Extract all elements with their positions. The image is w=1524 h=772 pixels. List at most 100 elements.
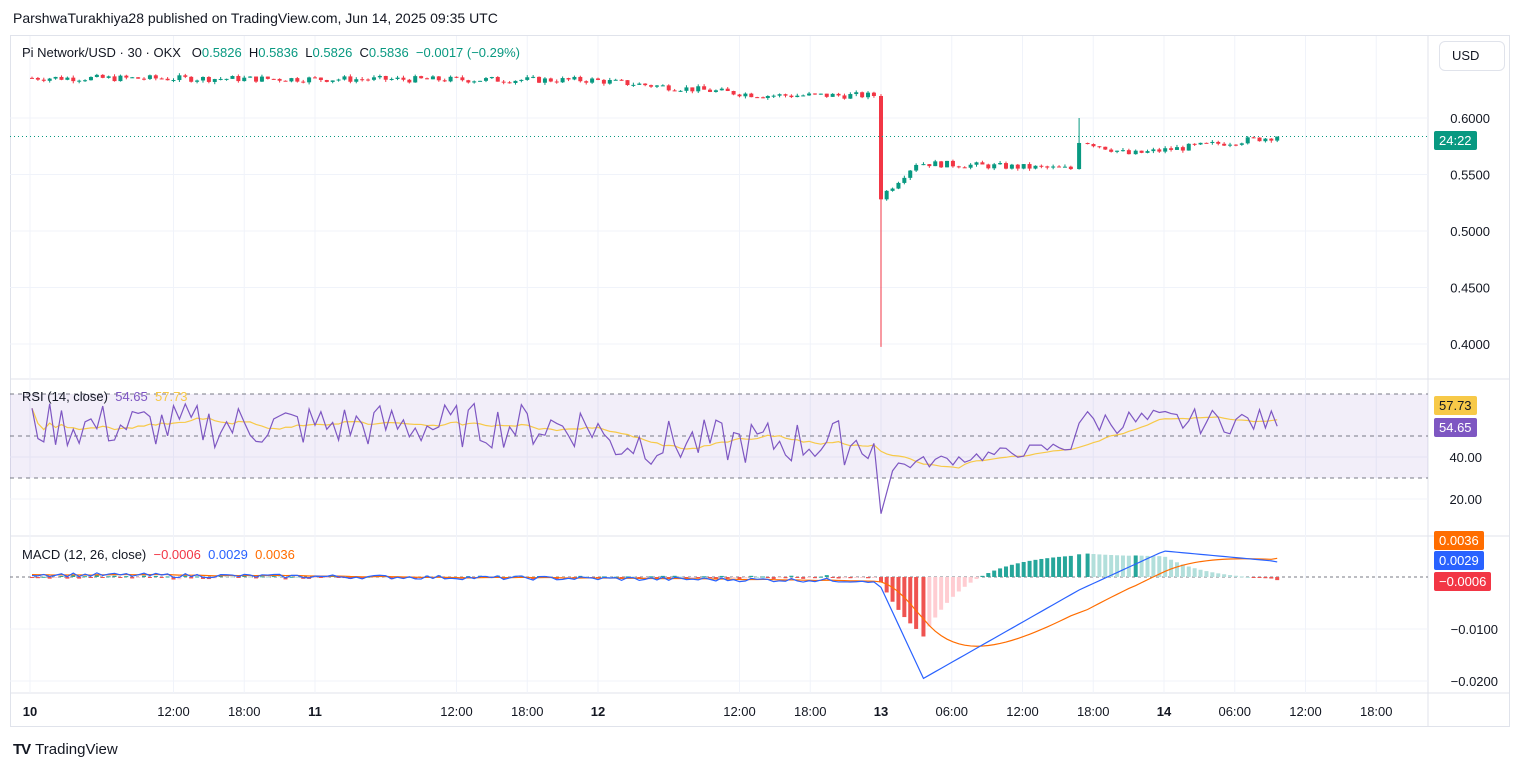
macd-histogram-bar bbox=[112, 575, 117, 577]
candle-body bbox=[1257, 137, 1262, 142]
macd-histogram-bar bbox=[660, 575, 665, 577]
candle-body bbox=[1115, 150, 1120, 152]
macd-histogram-bar bbox=[195, 576, 200, 578]
macd-histogram-bar bbox=[41, 576, 46, 578]
candle-body bbox=[130, 77, 135, 79]
candle-body bbox=[65, 77, 70, 80]
candle-body bbox=[631, 84, 636, 86]
macd-histogram-bar bbox=[866, 577, 871, 579]
high-label: H bbox=[248, 45, 259, 60]
macd-histogram-bar bbox=[401, 577, 406, 579]
macd-histogram-bar bbox=[77, 577, 82, 579]
macd-histogram-bar bbox=[986, 573, 991, 577]
x-tick-label: 11 bbox=[308, 704, 322, 719]
rsi-title[interactable]: RSI (14, close) bbox=[22, 389, 108, 404]
macd-histogram-bar bbox=[824, 575, 829, 577]
macd-histogram-bar bbox=[59, 575, 64, 577]
candle-body bbox=[236, 76, 241, 82]
candle-body bbox=[1263, 138, 1268, 142]
candle-body bbox=[1009, 164, 1014, 169]
candle-body bbox=[743, 93, 748, 97]
x-tick-label: 12:00 bbox=[157, 704, 190, 719]
macd-histogram-bar bbox=[1027, 560, 1032, 577]
macd-histogram-bar bbox=[1174, 562, 1179, 577]
candle-body bbox=[871, 92, 876, 96]
macd-histogram-bar bbox=[743, 577, 748, 579]
candle-body bbox=[1222, 143, 1227, 146]
macd-histogram-bar bbox=[1015, 563, 1020, 577]
macd-histogram-bar bbox=[389, 577, 394, 580]
rsi-legend: RSI (14, close) 54.65 57.73 bbox=[22, 389, 188, 404]
candle-body bbox=[53, 76, 58, 79]
macd-histogram-bar bbox=[755, 576, 760, 578]
macd-histogram-bar bbox=[1222, 574, 1227, 577]
macd-histogram-bar bbox=[130, 577, 135, 579]
symbol-label[interactable]: Pi Network/USD · 30 · OKX bbox=[22, 45, 181, 60]
candle-body bbox=[430, 76, 435, 80]
chart-frame bbox=[10, 35, 1510, 727]
candle-body bbox=[749, 93, 754, 98]
rsi-ma-badge: 57.73 bbox=[1434, 396, 1477, 415]
candle-body bbox=[242, 77, 247, 82]
candle-body bbox=[478, 80, 483, 82]
candle-body bbox=[1269, 138, 1274, 141]
candle-body bbox=[318, 77, 323, 81]
macd-histogram-bar bbox=[1204, 571, 1209, 577]
macd-histogram-bar bbox=[1257, 577, 1262, 578]
x-tick-label: 06:00 bbox=[935, 704, 968, 719]
candle-body bbox=[531, 76, 536, 78]
candle-body bbox=[354, 79, 359, 82]
macd-histogram-bar bbox=[1057, 556, 1062, 577]
publisher-line: ParshwaTurakhiya28 published on TradingV… bbox=[13, 10, 498, 26]
candle-body bbox=[801, 95, 806, 97]
macd-histogram-bar bbox=[1251, 577, 1256, 578]
macd-histogram-bar bbox=[818, 576, 823, 578]
currency-button[interactable]: USD bbox=[1439, 41, 1505, 71]
macd-histogram-bar bbox=[956, 577, 961, 592]
macd-histogram-bar bbox=[1133, 555, 1138, 577]
candle-body bbox=[124, 75, 129, 78]
candle-body bbox=[177, 75, 182, 81]
candle-body bbox=[690, 87, 695, 92]
macd-histogram-bar bbox=[708, 577, 713, 578]
candle-body bbox=[696, 86, 701, 92]
candle-body bbox=[560, 78, 565, 83]
brand[interactable]: TV TradingView bbox=[13, 741, 118, 758]
macd-histogram-bar bbox=[136, 577, 141, 578]
macd-signal-line bbox=[31, 557, 1278, 647]
candle-body bbox=[807, 93, 812, 96]
candle-body bbox=[472, 81, 477, 83]
candle-body bbox=[248, 76, 253, 78]
macd-histogram-bar bbox=[147, 577, 152, 578]
candle-body bbox=[1233, 144, 1238, 146]
candle-body bbox=[336, 79, 341, 81]
candle-body bbox=[460, 77, 465, 81]
candle-body bbox=[271, 78, 276, 80]
macd-histogram-bar bbox=[702, 576, 707, 578]
candle-body bbox=[1062, 166, 1067, 168]
candle-body bbox=[1077, 142, 1082, 170]
candle-body bbox=[1097, 146, 1102, 148]
macd-histogram-bar bbox=[690, 577, 695, 578]
candle-body bbox=[607, 80, 612, 84]
macd-histogram-bar bbox=[289, 576, 294, 578]
macd-tick-label: −0.0200 bbox=[1451, 674, 1498, 689]
candle-body bbox=[218, 78, 223, 80]
candle-body bbox=[1003, 163, 1008, 169]
candle-body bbox=[442, 80, 447, 82]
candle-body bbox=[153, 75, 158, 79]
candle-body bbox=[731, 91, 736, 95]
candle-body bbox=[1103, 146, 1108, 150]
candle-body bbox=[348, 76, 353, 82]
macd-histogram-bar bbox=[998, 568, 1003, 577]
macd-histogram-bar bbox=[625, 576, 630, 578]
candle-body bbox=[165, 78, 170, 81]
macd-histogram-bar bbox=[360, 577, 365, 580]
macd-histogram-bar bbox=[771, 577, 776, 579]
candle-body bbox=[330, 80, 335, 82]
macd-title[interactable]: MACD (12, 26, close) bbox=[22, 547, 147, 562]
candle-body bbox=[454, 76, 459, 78]
axes: 10 12:00 18:00 11 12:00 18:00 12 12:00 18:00 13 06… bbox=[23, 111, 1498, 719]
grid bbox=[10, 36, 1510, 726]
